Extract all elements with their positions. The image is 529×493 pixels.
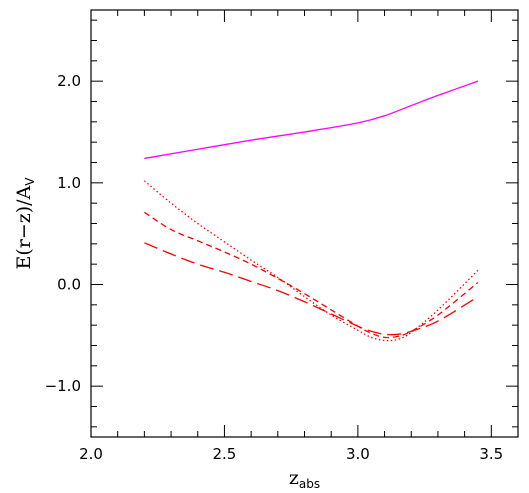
- x-axis-label: zabs: [289, 467, 320, 491]
- x-tick-label: 2.5: [213, 445, 237, 463]
- x-tick-label: 2.0: [79, 445, 103, 463]
- y-axis-label-subscript: V: [23, 177, 37, 186]
- x-tick-label: 3.5: [479, 445, 503, 463]
- plot-frame: [90, 9, 519, 438]
- series-line-long-dash: [144, 242, 479, 336]
- axis-ticks: [90, 10, 519, 437]
- series-line-short-dash: [144, 211, 479, 339]
- y-tick-label: 1.0: [57, 174, 81, 192]
- x-axis-label-main: z: [289, 467, 299, 489]
- y-tick-label: 0.0: [57, 276, 81, 294]
- y-tick-label: 2.0: [57, 72, 81, 90]
- tick-labels: 2.0 2.5 3.0 3.5 −1.0 0.0 1.0 2.0: [45, 72, 504, 463]
- y-axis-label-main: E(r−z)/A: [13, 185, 35, 269]
- x-axis-label-subscript: abs: [299, 477, 320, 491]
- series-lines: [143, 80, 479, 342]
- y-axis-label: E(r−z)/AV: [13, 177, 37, 270]
- series-line-dotted: [143, 180, 479, 342]
- y-tick-label: −1.0: [45, 377, 81, 395]
- x-tick-label: 3.0: [346, 445, 370, 463]
- series-line-solid: [144, 80, 479, 160]
